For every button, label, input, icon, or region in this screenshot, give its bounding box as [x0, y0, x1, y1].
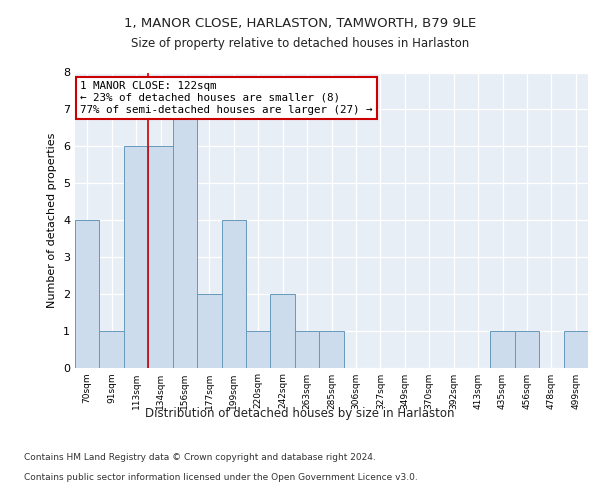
Bar: [246, 330, 271, 368]
Bar: [271, 294, 295, 368]
Y-axis label: Number of detached properties: Number of detached properties: [47, 132, 58, 308]
Bar: [563, 330, 588, 368]
Text: Distribution of detached houses by size in Harlaston: Distribution of detached houses by size …: [145, 408, 455, 420]
Bar: [319, 330, 344, 368]
Text: 1, MANOR CLOSE, HARLASTON, TAMWORTH, B79 9LE: 1, MANOR CLOSE, HARLASTON, TAMWORTH, B79…: [124, 18, 476, 30]
Bar: [515, 330, 539, 368]
Text: 1 MANOR CLOSE: 122sqm
← 23% of detached houses are smaller (8)
77% of semi-detac: 1 MANOR CLOSE: 122sqm ← 23% of detached …: [80, 82, 373, 114]
Bar: [100, 330, 124, 368]
Text: Contains public sector information licensed under the Open Government Licence v3: Contains public sector information licen…: [24, 472, 418, 482]
Bar: [75, 220, 100, 368]
Bar: [173, 110, 197, 368]
Bar: [221, 220, 246, 368]
Bar: [295, 330, 319, 368]
Bar: [124, 146, 148, 368]
Text: Contains HM Land Registry data © Crown copyright and database right 2024.: Contains HM Land Registry data © Crown c…: [24, 452, 376, 462]
Bar: [490, 330, 515, 368]
Text: Size of property relative to detached houses in Harlaston: Size of property relative to detached ho…: [131, 38, 469, 51]
Bar: [197, 294, 221, 368]
Bar: [148, 146, 173, 368]
